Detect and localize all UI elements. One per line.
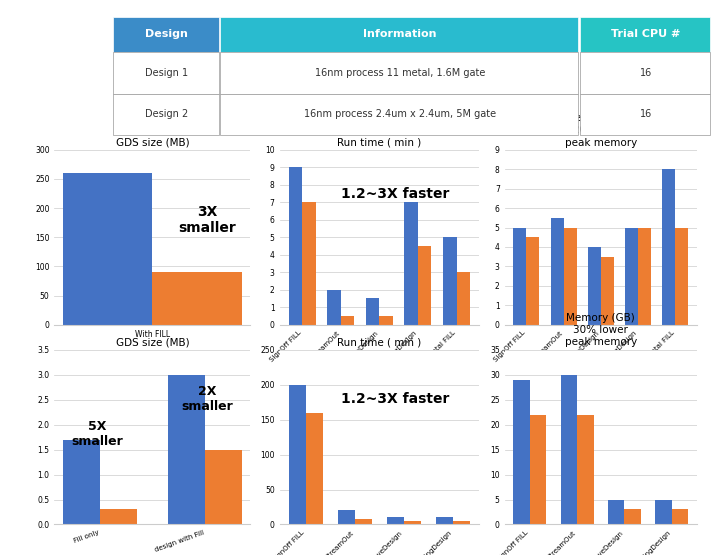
Text: 16nm process 2.4um x 2.4um, 5M gate: 16nm process 2.4um x 2.4um, 5M gate — [304, 109, 496, 119]
Bar — [513, 228, 526, 325]
Text: 5X
smaller: 5X smaller — [72, 420, 123, 447]
Bar — [289, 385, 306, 524]
Bar — [530, 415, 547, 524]
Title: Memory (GB)
20% lower
peak memory: Memory (GB) 20% lower peak memory — [565, 113, 637, 148]
Bar — [63, 440, 100, 524]
Legend: Flat DEF (GB), Hier FILL DB (GB): Flat DEF (GB), Hier FILL DB (GB) — [542, 403, 660, 413]
Bar — [366, 299, 379, 325]
Bar — [379, 316, 393, 325]
Bar — [638, 228, 651, 325]
Bar — [513, 380, 530, 524]
Bar — [327, 290, 340, 325]
Bar — [675, 228, 688, 325]
Bar — [672, 509, 688, 524]
Bar — [577, 415, 594, 524]
Bar — [340, 316, 354, 325]
Title: GDS size (MB): GDS size (MB) — [115, 337, 189, 347]
Bar — [457, 273, 470, 325]
Text: Design: Design — [145, 29, 188, 39]
Bar — [338, 511, 355, 524]
Bar — [560, 375, 577, 524]
Bar — [306, 412, 323, 524]
Text: 16: 16 — [640, 68, 652, 78]
Text: 1.2~3X faster: 1.2~3X faster — [341, 186, 449, 200]
Text: Design 1: Design 1 — [145, 68, 188, 78]
Text: 3X
smaller: 3X smaller — [179, 205, 236, 235]
Title: with FILL
GDS size (MB): with FILL GDS size (MB) — [115, 125, 189, 148]
Bar — [387, 517, 404, 524]
Bar — [625, 228, 638, 325]
Text: 16nm process 11 metal, 1.6M gate: 16nm process 11 metal, 1.6M gate — [315, 68, 485, 78]
Bar — [600, 256, 613, 325]
Title: Run time ( min ): Run time ( min ) — [337, 138, 422, 148]
Bar — [624, 509, 641, 524]
Text: Trial CPU #: Trial CPU # — [611, 29, 680, 39]
Text: 1.2~3X faster: 1.2~3X faster — [341, 392, 449, 406]
Legend: Flat DEF (min), Hier FILL DB (min): Flat DEF (min), Hier FILL DB (min) — [318, 403, 441, 413]
Bar — [443, 238, 457, 325]
Bar — [152, 273, 242, 325]
Bar — [608, 500, 624, 524]
Bar — [404, 521, 421, 524]
Bar — [655, 500, 672, 524]
Title: Run time ( min ): Run time ( min ) — [337, 337, 422, 347]
Bar — [563, 228, 576, 325]
Bar — [662, 169, 675, 325]
Bar — [550, 218, 563, 325]
Bar — [100, 509, 136, 524]
Legend: Flat DEF (MB), Hier FILL DB (MB): Flat DEF (MB), Hier FILL DB (MB) — [93, 403, 212, 413]
Bar — [355, 519, 372, 524]
Title: Memory (GB)
30% lower
peak memory: Memory (GB) 30% lower peak memory — [565, 312, 637, 347]
Text: 16: 16 — [640, 109, 652, 119]
Bar — [436, 517, 453, 524]
Text: Information: Information — [363, 29, 437, 39]
Bar — [168, 375, 205, 524]
Bar — [205, 450, 242, 524]
Bar — [526, 238, 539, 325]
Bar — [453, 521, 470, 524]
Bar — [302, 203, 316, 325]
Bar — [63, 173, 152, 325]
Bar — [588, 247, 600, 325]
Text: Design 2: Design 2 — [144, 109, 188, 119]
Bar — [288, 168, 302, 325]
Bar — [404, 203, 418, 325]
Text: 2X
smaller: 2X smaller — [182, 385, 233, 412]
Bar — [418, 246, 431, 325]
